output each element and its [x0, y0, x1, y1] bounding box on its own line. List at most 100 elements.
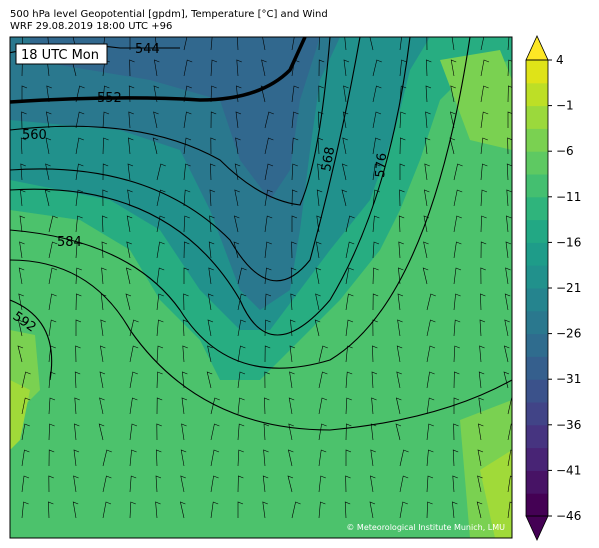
wind-barb [152, 137, 159, 155]
wind-barb [345, 475, 351, 493]
wind-barb [237, 397, 245, 415]
wind-barb [507, 137, 512, 155]
wind-barb [75, 85, 85, 103]
wind-barb [156, 397, 163, 415]
wind-barb [479, 345, 485, 363]
wind-barb [316, 241, 322, 259]
wind-barb [291, 241, 297, 259]
wind-barb [372, 345, 378, 363]
wind-barb [345, 319, 354, 337]
wind-barb [452, 449, 459, 467]
wind-barb [125, 267, 132, 285]
wind-barb [264, 189, 273, 207]
wind-barb [372, 293, 379, 311]
wind-barb [75, 267, 82, 285]
wind-barb [399, 501, 408, 519]
wind-barb [479, 319, 486, 337]
wind-barb [102, 163, 109, 181]
wind-barb [181, 423, 187, 441]
wind-barb [21, 475, 30, 493]
colorbar-tick-label: −46 [556, 509, 581, 523]
wind-barb [75, 293, 82, 311]
wind-barb [183, 215, 190, 233]
wind-barb [399, 111, 406, 129]
colorbar-extend [525, 515, 549, 541]
wind-barb [345, 449, 352, 466]
wind-barb [21, 449, 30, 467]
wind-barb [372, 267, 379, 285]
wind-barb [129, 449, 137, 467]
wind-barb [399, 163, 406, 180]
colorbar-tick-label: −26 [556, 327, 581, 341]
wind-barb [237, 423, 245, 441]
wind-barb [345, 345, 353, 363]
map: 544 552 560 568 576 584 592 18 UTC Mon ©… [10, 37, 512, 538]
wind-barb [317, 163, 323, 181]
wind-barb [287, 449, 294, 467]
wind-barb [262, 475, 269, 493]
wind-barb [480, 111, 489, 129]
wind-barb [183, 293, 189, 311]
wind-barb [153, 85, 160, 103]
colorbar-band [526, 493, 548, 517]
wind-barb [237, 267, 247, 285]
wind-barb [480, 241, 487, 259]
wind-barb [264, 397, 270, 415]
wind-barb [453, 423, 459, 441]
wind-barb [398, 215, 405, 233]
wind-barb [372, 85, 382, 103]
wind-barb [128, 111, 134, 129]
wind-barb [318, 371, 328, 389]
wind-barb [426, 319, 436, 337]
wind-barb [156, 215, 166, 233]
wind-barb [183, 59, 193, 77]
wind-barb [156, 267, 165, 285]
wind-barb [480, 59, 490, 77]
wind-barb [399, 449, 409, 467]
wind-barb [450, 59, 457, 77]
colorbar-band [526, 242, 548, 266]
wind-barb [236, 85, 242, 103]
wind-barb [453, 371, 460, 389]
wind-barb [75, 137, 84, 155]
wind-barb [450, 85, 456, 103]
wind-barb [318, 111, 324, 129]
wind-barb [426, 293, 436, 311]
wind-barb [102, 215, 108, 233]
colorbar-band [526, 402, 548, 426]
wind-barb [48, 501, 54, 519]
wind-barb [75, 319, 82, 336]
colorbar-band [526, 288, 548, 312]
wind-barb [371, 397, 377, 415]
wind-barb [318, 59, 325, 77]
wind-barb [480, 215, 487, 233]
wind-barb [345, 423, 352, 441]
wind-barb [237, 371, 246, 389]
wind-barb [129, 59, 135, 77]
wind-barb [210, 137, 216, 155]
wind-barb [505, 241, 512, 259]
wind-barb [209, 215, 215, 233]
wind-barb [264, 241, 272, 259]
wind-barb [423, 215, 430, 233]
wind-barb [291, 59, 300, 77]
wind-barb [503, 345, 510, 363]
wind-barb [102, 189, 108, 207]
wind-barb [237, 475, 244, 493]
wind-barb [17, 319, 24, 337]
wind-barb [288, 423, 294, 441]
wind-barb [48, 267, 58, 285]
wind-barb [343, 85, 349, 103]
wind-barb [129, 37, 131, 50]
wind-barb [426, 59, 432, 77]
wind-barb [345, 293, 354, 311]
wind-barb [264, 137, 274, 155]
wind-barb [449, 111, 456, 129]
wind-barb [102, 449, 112, 467]
wind-barb [423, 241, 429, 259]
wind-barb [291, 215, 298, 232]
wind-barb [156, 163, 166, 181]
colorbar-band [526, 356, 548, 380]
wind-barb [449, 137, 456, 155]
wind-barb [480, 267, 486, 285]
